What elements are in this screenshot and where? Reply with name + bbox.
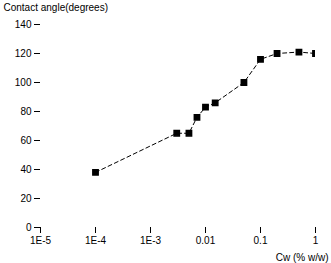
svg-text:1E-4: 1E-4 (85, 235, 107, 246)
svg-text:0.01: 0.01 (196, 235, 216, 246)
svg-text:60: 60 (20, 135, 32, 146)
svg-text:0: 0 (26, 222, 32, 233)
svg-text:1: 1 (313, 235, 319, 246)
svg-text:Contact angle(degrees): Contact angle(degrees) (4, 2, 109, 13)
svg-text:1E-5: 1E-5 (30, 235, 52, 246)
svg-text:100: 100 (15, 77, 32, 88)
svg-text:140: 140 (15, 19, 32, 30)
svg-text:0.1: 0.1 (254, 235, 268, 246)
svg-text:1E-3: 1E-3 (140, 235, 162, 246)
svg-text:40: 40 (20, 164, 32, 175)
svg-text:120: 120 (15, 48, 32, 59)
svg-text:80: 80 (20, 106, 32, 117)
svg-text:20: 20 (20, 193, 32, 204)
svg-text:Cw (% w/w): Cw (% w/w) (276, 252, 329, 263)
